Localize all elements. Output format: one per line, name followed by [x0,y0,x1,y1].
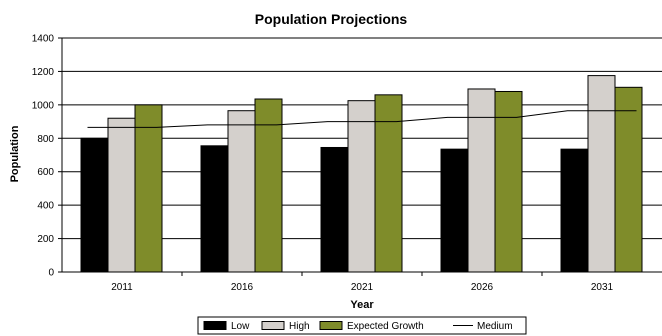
bar-low-2026 [440,148,469,273]
y-tick-label-400: 400 [37,201,54,212]
bar-expected-growth-2016 [254,98,283,273]
legend-swatch-high [261,321,285,330]
y-axis-label: Population [9,125,21,182]
y-tick-label-1200: 1200 [32,67,55,78]
legend: Low High Expected Growth Medium [197,316,527,335]
bar-high-2031 [587,75,616,273]
bar-low-2021 [320,146,349,273]
y-tick-label-1400: 1400 [32,34,55,45]
y-tick-label-800: 800 [37,134,54,145]
bar-high-2021 [347,100,376,273]
chart-title: Population Projections [255,11,408,27]
legend-swatch-low [203,321,227,330]
legend-label-medium: Medium [477,321,513,332]
bar-high-2011 [107,117,136,273]
bar-expected-growth-2026 [494,90,523,273]
tick-labels: 0 200 400 600 800 1000 1200 1400 2011 2016 2021 202… [32,34,614,294]
legend-label-expected-growth: Expected Growth [347,321,424,332]
x-tick-label-2031: 2031 [591,282,614,293]
bar-low-2011 [80,137,109,273]
axes [58,37,662,276]
legend-swatch-expected-growth [319,321,343,330]
x-tick-label-2011: 2011 [111,282,133,293]
bar-high-2026 [467,88,496,273]
bars [80,75,643,273]
x-tick-label-2016: 2016 [231,282,254,293]
bar-low-2016 [200,145,229,273]
y-tick-label-1000: 1000 [32,100,55,111]
y-tick-label-0: 0 [48,268,54,279]
line-medium [87,110,637,128]
bar-expected-growth-2011 [134,104,163,273]
y-tick-label-200: 200 [37,234,54,245]
medium-line-group [87,110,637,128]
legend-label-low: Low [231,321,250,332]
y-tick-label-600: 600 [37,167,54,178]
bar-low-2031 [560,148,589,273]
x-tick-label-2021: 2021 [351,282,374,293]
bar-high-2016 [227,110,256,273]
x-tick-label-2026: 2026 [471,282,494,293]
legend-label-high: High [289,321,310,332]
x-axis-label: Year [350,299,374,311]
bar-expected-growth-2031 [614,86,643,273]
